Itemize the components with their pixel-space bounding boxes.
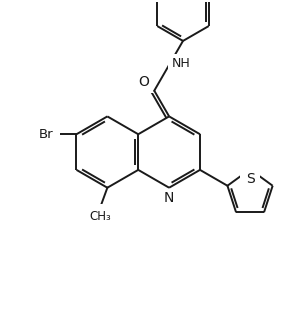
Text: CH₃: CH₃ [89,210,111,223]
Text: O: O [138,75,149,89]
Text: NH: NH [172,57,191,70]
Text: N: N [164,191,174,205]
Text: S: S [246,172,254,186]
Text: Br: Br [39,128,54,141]
